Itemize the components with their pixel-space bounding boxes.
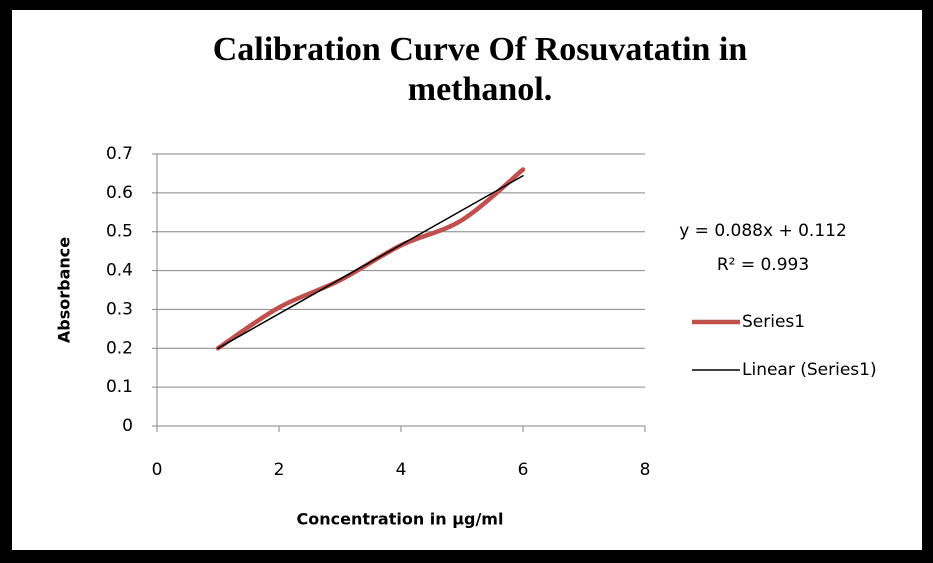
x-tick-label: 2 — [274, 460, 285, 480]
y-tick-label: 0.1 — [106, 377, 133, 397]
equation: y = 0.088x + 0.112 — [679, 221, 847, 241]
y-tick-label: 0.4 — [106, 261, 133, 281]
y-tick-label: 0.7 — [106, 144, 133, 164]
x-tick-label: 6 — [518, 460, 529, 480]
y-tick-label: 0 — [122, 416, 133, 436]
x-tick-label: 4 — [396, 460, 407, 480]
chart-title: Calibration Curve Of Rosuvatatin in meth… — [212, 31, 748, 108]
x-tick-label: 8 — [640, 460, 651, 480]
trend-line — [217, 175, 524, 350]
y-tick-label: 0.3 — [106, 299, 133, 319]
y-tick-label: 0.5 — [106, 222, 133, 242]
r-squared: R² = 0.993 — [717, 255, 809, 275]
x-tick-label: 0 — [152, 460, 163, 480]
legend-label: Linear (Series1) — [742, 360, 877, 380]
y-tick-label: 0.2 — [106, 338, 133, 358]
y-axis-title: Absorbance — [55, 237, 74, 343]
y-tick-label: 0.6 — [106, 183, 133, 203]
legend-label: Series1 — [742, 312, 805, 332]
x-axis-title: Concentration in µg/ml — [297, 510, 504, 529]
data-line — [215, 167, 526, 351]
chart-frame — [12, 10, 922, 550]
